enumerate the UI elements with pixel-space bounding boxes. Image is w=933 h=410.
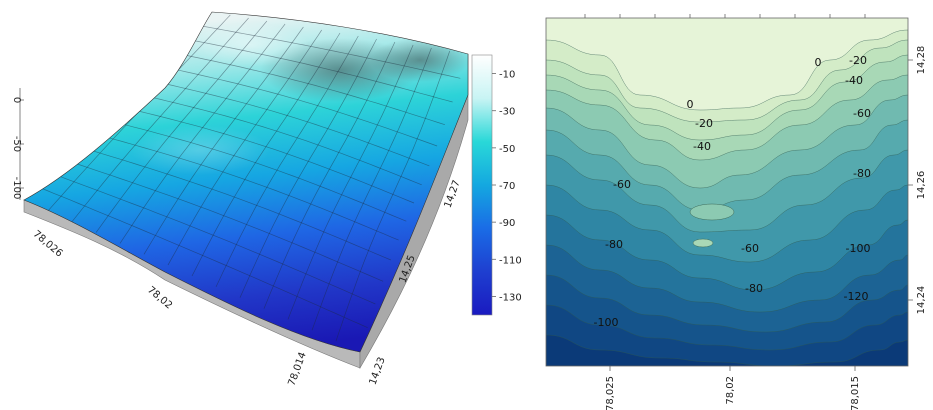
colorbar-tick-label: -30 <box>499 107 515 118</box>
colorbar-ticks: -10 -30 -50 -70 -90 -110 -130 <box>492 70 522 303</box>
contour-label: 0 <box>815 56 822 69</box>
mesh-line-u <box>158 65 438 147</box>
mesh-line-v <box>71 17 249 222</box>
mesh-line-v <box>335 50 451 342</box>
contour-labels: 00-20-20-40-40-60-60-60-80-80-80-100-100… <box>594 54 871 329</box>
contour-label: -100 <box>594 316 619 329</box>
contour-island-upper <box>689 203 735 221</box>
y-tick-label-3d: 14,23 <box>368 356 388 387</box>
contour-y-axis-ticks: 14,28 14,26 14,24 <box>908 46 927 315</box>
contour-label: -80 <box>745 282 763 295</box>
contour-label: -60 <box>741 242 759 255</box>
contour-x-tick-label: 78,02 <box>725 376 736 405</box>
contour-chart: 00-20-20-40-40-60-60-60-80-80-80-100-100… <box>545 14 927 410</box>
contour-x-tick-label: 78,025 <box>605 376 616 410</box>
mesh-line-v <box>239 38 377 298</box>
contour-label: -60 <box>613 178 631 191</box>
mesh-line-u <box>37 186 368 329</box>
contour-label: -20 <box>849 54 867 67</box>
colorbar-tick-label: -130 <box>499 292 522 303</box>
x-tick-label-3d: 78,02 <box>145 285 174 312</box>
colorbar-tick-label: -50 <box>499 144 515 155</box>
contour-x-axis-ticks: 78,025 78,02 78,015 <box>605 366 861 410</box>
colorbar-tick-label: -110 <box>499 255 522 266</box>
surface-shading <box>37 14 468 342</box>
mesh-line-v <box>167 29 322 266</box>
z-tick-label: -50 <box>11 136 22 152</box>
contour-label: -80 <box>605 238 623 251</box>
contour-y-tick-label: 14,28 <box>916 46 927 75</box>
surface-highlight <box>190 23 310 67</box>
contour-islands <box>689 203 735 248</box>
mesh-line-u <box>64 159 384 282</box>
contour-island-lower <box>692 238 714 248</box>
x-tick-label-3d: 78,026 <box>31 229 65 260</box>
contour-label: -100 <box>846 242 871 255</box>
mesh-line-u <box>104 119 407 222</box>
mesh-line-u <box>171 51 446 126</box>
contour-y-tick-label: 14,26 <box>916 171 927 200</box>
mesh-line-v <box>287 44 414 320</box>
mesh-line-u <box>185 38 453 103</box>
colorbar-tick-label: -90 <box>499 218 515 229</box>
colorbar <box>471 54 493 316</box>
contour-label: -40 <box>845 74 863 87</box>
colorbar-tick-label: -70 <box>499 181 515 192</box>
z-tick-label: 0 <box>11 97 22 103</box>
z-tick-label: -100 <box>11 177 22 200</box>
contour-frame <box>545 17 909 367</box>
contour-label: -20 <box>695 117 713 130</box>
contour-bands <box>546 18 908 366</box>
mesh-line-v <box>143 26 304 255</box>
contour-label: -80 <box>853 167 871 180</box>
colorbar-tick-label: -10 <box>499 70 515 81</box>
x-tick-label-3d: 78,014 <box>286 351 308 388</box>
mesh-line-u <box>131 92 422 186</box>
mesh-line-v <box>311 47 432 331</box>
contour-y-tick-label: 14,24 <box>916 286 927 315</box>
surface-shadow-peak <box>370 38 468 82</box>
contour-label: -40 <box>693 140 711 153</box>
mesh-line-u <box>77 145 392 261</box>
contour-label: -60 <box>853 107 871 120</box>
mesh-line-u <box>117 105 415 204</box>
z-axis-ticks: 0 -50 -100 <box>11 97 24 200</box>
surface-grid <box>37 14 461 342</box>
mesh-line-v <box>95 20 268 233</box>
contour-band <box>546 304 908 366</box>
contour-label: 0 <box>687 98 694 111</box>
mesh-line-v <box>191 32 341 277</box>
mesh-line-u <box>91 132 399 241</box>
mesh-line-u <box>50 172 376 305</box>
surface-highlight-mid <box>130 125 270 175</box>
contour-x-tick-label: 78,015 <box>850 376 861 410</box>
mesh-line-v <box>119 23 286 244</box>
mesh-line-v <box>263 41 396 309</box>
contour-label: -120 <box>844 290 869 303</box>
mesh-line-u <box>198 25 461 79</box>
mesh-line-u <box>144 78 430 167</box>
contour-top-ticks <box>584 14 866 18</box>
mesh-line-v <box>215 35 359 288</box>
